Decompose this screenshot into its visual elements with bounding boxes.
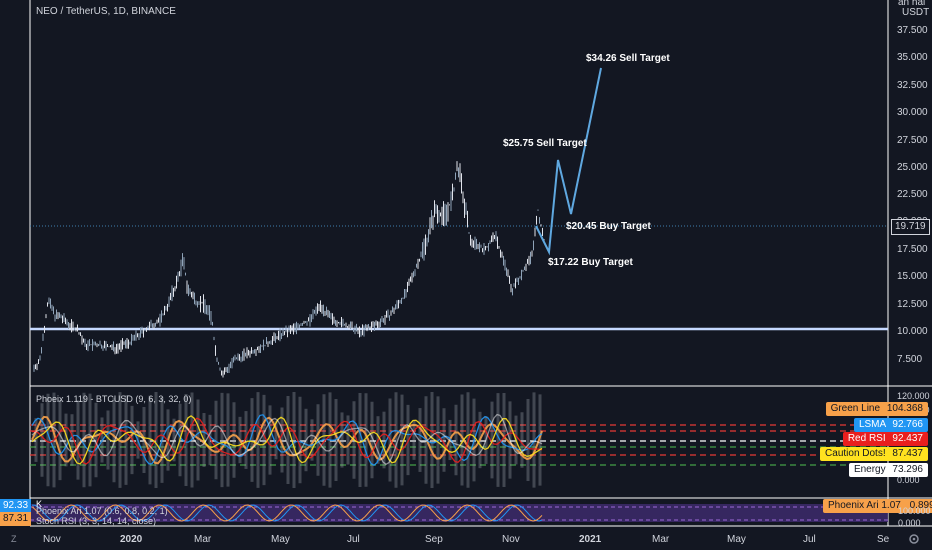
- stoch-tick-100: 100.000: [898, 506, 931, 516]
- zoom-icon[interactable]: Z: [11, 534, 17, 544]
- indicator-tick: 120.000: [897, 391, 930, 401]
- price-candles: [33, 161, 545, 378]
- time-label: 2021: [579, 534, 602, 545]
- axis-partial-label: an hai: [898, 0, 926, 8]
- time-label: 2020: [120, 534, 143, 545]
- indicator-badge-value: 92.766: [892, 419, 923, 430]
- settings-icon[interactable]: [907, 533, 921, 545]
- indicator-badge-value: 87.437: [892, 448, 923, 459]
- sell-target-2-label[interactable]: $34.26 Sell Target: [586, 53, 670, 64]
- stoch-rsi-title[interactable]: Stoch RSI (3, 3, 14, 14, close): [36, 516, 157, 526]
- indicator-badge-name: Caution Dots!: [825, 448, 886, 459]
- price-tick: 12.500: [897, 299, 928, 310]
- phoenix-ari-badge-value: 0.899: [909, 500, 932, 511]
- projection-path: [535, 67, 602, 256]
- price-tick: 35.000: [897, 52, 928, 63]
- phoenix-ari-badge-name: Phoenix Ari 1.07: [828, 500, 901, 511]
- indicator-badge-name: Red RSI: [847, 433, 886, 444]
- currency-unit: USDT: [902, 7, 930, 18]
- time-label: Nov: [502, 534, 520, 545]
- oscillator-line: [31, 415, 543, 465]
- stoch-marker: K: [36, 499, 43, 509]
- symbol-title: NEO / TetherUS, 1D, BINANCE: [36, 6, 176, 17]
- time-label: Mar: [652, 534, 670, 545]
- time-label: Jul: [347, 534, 360, 545]
- price-tick: 37.500: [897, 25, 928, 36]
- price-tick: 30.000: [897, 107, 928, 118]
- indicator-badge: Red RSI 92.437: [842, 432, 928, 446]
- time-label: Mar: [194, 534, 212, 545]
- indicator-badge: Green Line 104.368: [825, 402, 928, 416]
- stoch-line: [31, 504, 543, 522]
- time-label: Se: [877, 534, 890, 545]
- indicator-title[interactable]: Phoeix 1.119 - BTCUSD (9, 6, 3, 32, 0): [36, 394, 192, 404]
- indicator-badge-name: Energy: [853, 464, 886, 475]
- stoch-lines: [31, 504, 543, 522]
- time-label: Sep: [425, 534, 443, 545]
- time-label: Jul: [803, 534, 816, 545]
- stoch-line: [31, 504, 543, 522]
- price-tick: 32.500: [897, 80, 928, 91]
- indicator-badge-name: Green Line: [830, 403, 881, 414]
- phoenix-ari-title[interactable]: Phoenix Ari 1.07 (0.6, 0.8, 0.2, 1): [36, 506, 168, 516]
- indicator-badge: Energy 73.296: [848, 463, 928, 477]
- buy-target-2-label[interactable]: $20.45 Buy Target: [566, 221, 651, 232]
- price-tick: 15.000: [897, 271, 928, 282]
- stoch-tick-0: 0.000: [898, 518, 921, 528]
- oscillator-line: [31, 413, 543, 466]
- price-tick: 25.000: [897, 162, 928, 173]
- indicator-tick: 0.000: [897, 475, 920, 485]
- indicator-badge: LSMA 92.766: [853, 418, 928, 432]
- time-label: May: [271, 534, 290, 545]
- indicator-badge-value: 104.368: [886, 403, 923, 414]
- indicator-badge-value: 92.437: [892, 433, 923, 444]
- stoch-d-value: 87.31: [0, 512, 32, 526]
- last-price-tag: 19.719: [891, 219, 930, 235]
- oscillator-lines: [31, 392, 543, 488]
- price-tick: 10.000: [897, 326, 928, 337]
- price-tick: 17.500: [897, 244, 928, 255]
- indicator-badge: Caution Dots! 87.437: [820, 447, 928, 461]
- sell-target-1-label[interactable]: $25.75 Sell Target: [503, 138, 587, 149]
- oscillator-line: [31, 417, 543, 465]
- price-tick: 22.500: [897, 189, 928, 200]
- indicator-badge-name: LSMA: [858, 419, 886, 430]
- phoenix-ari-badge: Phoenix Ari 1.07 0.899: [823, 499, 932, 513]
- stoch-band: [30, 504, 888, 522]
- oscillator-line: [31, 415, 543, 465]
- price-tick: 7.500: [897, 354, 923, 365]
- indicator-badge-value: 73.296: [892, 464, 923, 475]
- time-label: Nov: [43, 534, 61, 545]
- time-label: May: [727, 534, 746, 545]
- buy-target-1-label[interactable]: $17.22 Buy Target: [548, 257, 633, 268]
- price-tick: 27.500: [897, 135, 928, 146]
- stoch-k-value: 92.33: [0, 499, 32, 513]
